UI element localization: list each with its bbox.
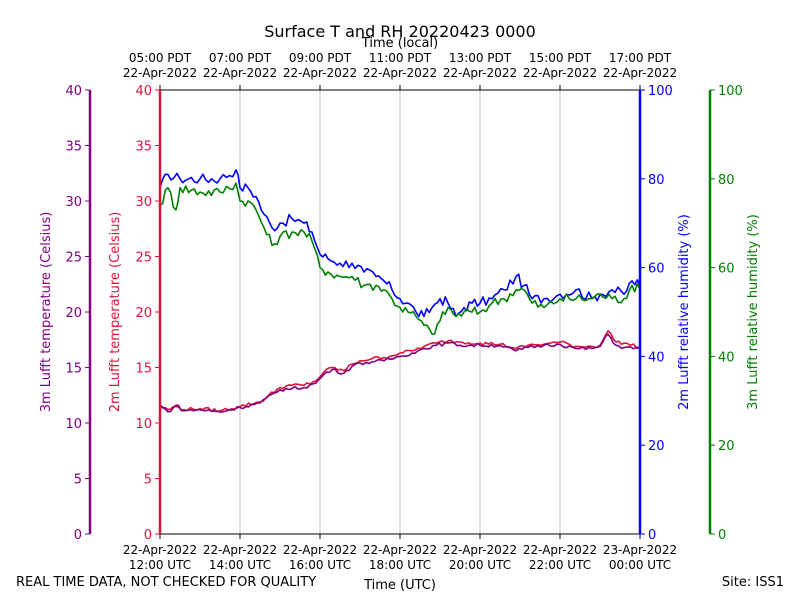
t2m-tick-label-25: 25: [135, 251, 152, 266]
t2m-axis-title: 2m Lufft temperature (Celsius): [108, 212, 123, 413]
x-tick-label-time-3: 18:00 UTC: [369, 558, 431, 572]
top-tick-label-date-4: 22-Apr-2022: [443, 66, 517, 80]
series-line-t3m: [159, 333, 641, 413]
site-label: Site: ISS1: [721, 575, 784, 590]
t3m-tick-label-10: 10: [65, 417, 82, 432]
x-tick-label-date-3: 22-Apr-2022: [363, 543, 437, 557]
x-tick-label-date-1: 22-Apr-2022: [203, 543, 277, 557]
quality-note: REAL TIME DATA, NOT CHECKED FOR QUALITY: [16, 575, 317, 590]
t3m-tick-label-35: 35: [65, 140, 82, 155]
rh2m-tick-label-100: 100: [648, 84, 673, 99]
rh2m-tick-label-20: 20: [648, 439, 665, 454]
top-tick-label-date-6: 22-Apr-2022: [603, 66, 677, 80]
rh2m-tick-label-40: 40: [648, 350, 665, 365]
top-tick-label-time-5: 15:00 PDT: [529, 51, 592, 65]
bottom-axis-title: Time (UTC): [363, 578, 436, 593]
top-tick-label-date-0: 22-Apr-2022: [123, 66, 197, 80]
rh2m-axis-title: 2m Lufft relative humidity (%): [677, 214, 692, 410]
x-tick-label-date-6: 23-Apr-2022: [603, 543, 677, 557]
x-tick-label-date-4: 22-Apr-2022: [443, 543, 517, 557]
t2m-tick-label-5: 5: [144, 473, 152, 488]
rh2m-tick-label-0: 0: [648, 528, 656, 543]
rh3m-tick-label-20: 20: [718, 439, 735, 454]
rh2m-tick-label-80: 80: [648, 173, 665, 188]
chart-title: Surface T and RH 20220423 0000: [264, 22, 536, 41]
rh3m-tick-label-80: 80: [718, 173, 735, 188]
t2m-tick-label-15: 15: [135, 362, 152, 377]
t3m-tick-label-20: 20: [65, 306, 82, 321]
t2m-tick-label-30: 30: [135, 195, 152, 210]
top-tick-label-date-3: 22-Apr-2022: [363, 66, 437, 80]
x-tick-label-date-0: 22-Apr-2022: [123, 543, 197, 557]
rh3m-tick-label-60: 60: [718, 262, 735, 277]
top-tick-label-date-1: 22-Apr-2022: [203, 66, 277, 80]
t2m-tick-label-35: 35: [135, 140, 152, 155]
series-line-rh2m: [159, 169, 641, 318]
top-tick-label-time-4: 13:00 PDT: [449, 51, 512, 65]
t2m-tick-label-0: 0: [144, 528, 152, 543]
top-tick-label-time-3: 11:00 PDT: [369, 51, 432, 65]
x-tick-label-date-2: 22-Apr-2022: [283, 543, 357, 557]
top-tick-label-time-0: 05:00 PDT: [129, 51, 192, 65]
top-tick-label-time-1: 07:00 PDT: [209, 51, 272, 65]
t3m-axis-title: 3m Lufft temperature (Celsius): [39, 212, 54, 413]
t3m-tick-label-5: 5: [74, 473, 82, 488]
x-tick-label-date-5: 22-Apr-2022: [523, 543, 597, 557]
top-tick-label-time-2: 09:00 PDT: [289, 51, 352, 65]
series-line-t2m: [159, 330, 641, 413]
rh3m-tick-label-100: 100: [718, 84, 743, 99]
x-tick-label-time-1: 14:00 UTC: [209, 558, 271, 572]
x-tick-label-time-2: 16:00 UTC: [289, 558, 351, 572]
x-tick-label-time-4: 20:00 UTC: [449, 558, 511, 572]
t2m-tick-label-40: 40: [135, 84, 152, 99]
t2m-tick-label-10: 10: [135, 417, 152, 432]
t3m-tick-label-40: 40: [65, 84, 82, 99]
t3m-tick-label-0: 0: [74, 528, 82, 543]
top-tick-label-date-2: 22-Apr-2022: [283, 66, 357, 80]
x-tick-label-time-5: 22:00 UTC: [529, 558, 591, 572]
rh3m-tick-label-0: 0: [718, 528, 726, 543]
t3m-tick-label-30: 30: [65, 195, 82, 210]
t3m-tick-label-25: 25: [65, 251, 82, 266]
t3m-tick-label-15: 15: [65, 362, 82, 377]
top-tick-label-time-6: 17:00 PDT: [609, 51, 672, 65]
x-tick-label-time-6: 00:00 UTC: [609, 558, 671, 572]
top-tick-label-date-5: 22-Apr-2022: [523, 66, 597, 80]
top-axis-title: Time (local): [361, 36, 438, 51]
x-tick-label-time-0: 12:00 UTC: [129, 558, 191, 572]
t2m-tick-label-20: 20: [135, 306, 152, 321]
rh3m-axis-title: 3m Lufft relative humidity (%): [746, 214, 761, 410]
rh2m-tick-label-60: 60: [648, 262, 665, 277]
rh3m-tick-label-40: 40: [718, 350, 735, 365]
series-line-rh3m: [159, 182, 641, 335]
